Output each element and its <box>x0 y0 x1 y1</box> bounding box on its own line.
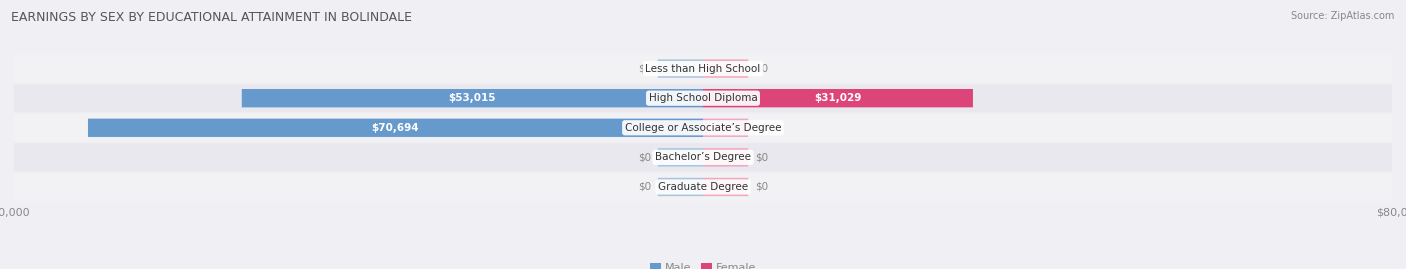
Text: $0: $0 <box>638 182 651 192</box>
FancyBboxPatch shape <box>703 59 748 78</box>
Text: College or Associate’s Degree: College or Associate’s Degree <box>624 123 782 133</box>
FancyBboxPatch shape <box>658 59 703 78</box>
FancyBboxPatch shape <box>242 89 703 107</box>
Text: $0: $0 <box>755 182 768 192</box>
FancyBboxPatch shape <box>14 55 1392 83</box>
FancyBboxPatch shape <box>703 89 973 107</box>
FancyBboxPatch shape <box>14 143 1392 171</box>
FancyBboxPatch shape <box>703 119 748 137</box>
Text: Source: ZipAtlas.com: Source: ZipAtlas.com <box>1291 11 1395 21</box>
Text: Less than High School: Less than High School <box>645 63 761 74</box>
Text: $0: $0 <box>638 63 651 74</box>
FancyBboxPatch shape <box>658 178 703 196</box>
Legend: Male, Female: Male, Female <box>645 258 761 269</box>
Text: $0: $0 <box>755 63 768 74</box>
FancyBboxPatch shape <box>14 84 1392 112</box>
Text: $70,694: $70,694 <box>371 123 419 133</box>
Text: $0: $0 <box>755 123 768 133</box>
Text: $0: $0 <box>755 152 768 162</box>
FancyBboxPatch shape <box>14 114 1392 142</box>
Text: High School Diploma: High School Diploma <box>648 93 758 103</box>
FancyBboxPatch shape <box>703 148 748 167</box>
Text: $0: $0 <box>638 152 651 162</box>
FancyBboxPatch shape <box>703 178 748 196</box>
FancyBboxPatch shape <box>14 173 1392 201</box>
FancyBboxPatch shape <box>658 148 703 167</box>
Text: $31,029: $31,029 <box>814 93 862 103</box>
Text: EARNINGS BY SEX BY EDUCATIONAL ATTAINMENT IN BOLINDALE: EARNINGS BY SEX BY EDUCATIONAL ATTAINMEN… <box>11 11 412 24</box>
FancyBboxPatch shape <box>89 119 703 137</box>
Text: Graduate Degree: Graduate Degree <box>658 182 748 192</box>
Text: Bachelor’s Degree: Bachelor’s Degree <box>655 152 751 162</box>
Text: $53,015: $53,015 <box>449 93 496 103</box>
